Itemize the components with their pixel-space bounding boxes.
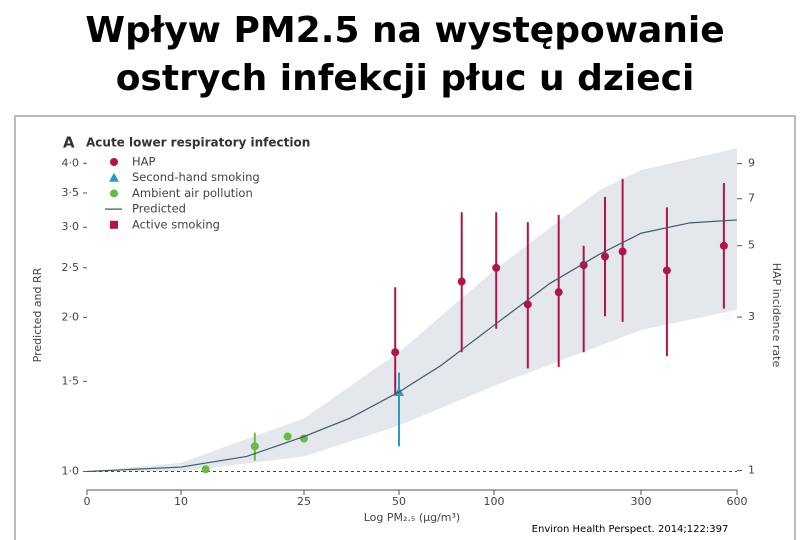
slide-title: ostrych infekcji płuc u dzieci bbox=[116, 58, 695, 99]
y-tick-label: 1·5 bbox=[62, 374, 80, 387]
y2-tick-label: 5 bbox=[748, 239, 755, 252]
marker bbox=[719, 241, 728, 250]
y-tick-label: 3·5 bbox=[62, 186, 80, 199]
chart-title: Acute lower respiratory infection bbox=[86, 136, 310, 150]
y-tick-label: 1·0 bbox=[62, 464, 80, 477]
marker bbox=[523, 300, 532, 309]
slide-title: Wpływ PM2.5 na występowanie bbox=[85, 10, 724, 51]
marker bbox=[600, 252, 609, 261]
y-tick-label: 2·5 bbox=[62, 261, 80, 274]
y2-tick-label: 3 bbox=[748, 310, 755, 323]
predicted-line bbox=[86, 219, 738, 473]
legend-swatch bbox=[109, 172, 119, 182]
legend-label: Ambient air pollution bbox=[132, 186, 253, 200]
marker bbox=[201, 465, 210, 474]
legend-label: Predicted bbox=[132, 202, 186, 216]
y-tick-label: 2·0 bbox=[62, 310, 80, 323]
panel-label: A bbox=[63, 134, 75, 152]
marker bbox=[283, 432, 292, 441]
marker bbox=[554, 288, 563, 297]
x-tick-label: 10 bbox=[174, 495, 188, 508]
marker bbox=[492, 263, 501, 272]
y2-tick-label: 9 bbox=[748, 157, 755, 170]
x-tick-label: 50 bbox=[392, 495, 406, 508]
y-axis-label: Predicted and RR bbox=[31, 267, 44, 362]
x-tick-label: 0 bbox=[84, 495, 91, 508]
y2-axis-label: HAP incidence rate bbox=[770, 263, 783, 368]
legend-label: Second-hand smoking bbox=[132, 170, 260, 184]
legend-label: Active smoking bbox=[132, 217, 220, 231]
x-axis-label: Log PM₂.₅ (μg/m³) bbox=[364, 511, 460, 524]
marker bbox=[618, 247, 627, 256]
marker bbox=[250, 442, 259, 451]
legend-label: HAP bbox=[132, 155, 156, 169]
x-tick-label: 100 bbox=[484, 495, 505, 508]
marker bbox=[300, 434, 308, 443]
legend-swatch bbox=[110, 220, 118, 229]
x-tick-label: 600 bbox=[727, 495, 748, 508]
x-tick-label: 300 bbox=[631, 495, 652, 508]
marker bbox=[391, 348, 400, 357]
legend-swatch bbox=[110, 189, 118, 198]
legend-swatch bbox=[110, 158, 118, 166]
source: Environ Health Perspect. 2014;122:397 bbox=[532, 524, 729, 535]
confidence-band bbox=[87, 148, 737, 472]
x-tick-label: 25 bbox=[297, 495, 311, 508]
marker bbox=[457, 277, 466, 286]
marker bbox=[662, 266, 671, 275]
y-tick-label: 3·0 bbox=[62, 220, 80, 233]
y2-tick-label: 7 bbox=[748, 192, 755, 205]
marker bbox=[579, 261, 588, 270]
y2-tick-label: 1 bbox=[748, 464, 755, 477]
y-tick-label: 4·0 bbox=[62, 156, 80, 169]
